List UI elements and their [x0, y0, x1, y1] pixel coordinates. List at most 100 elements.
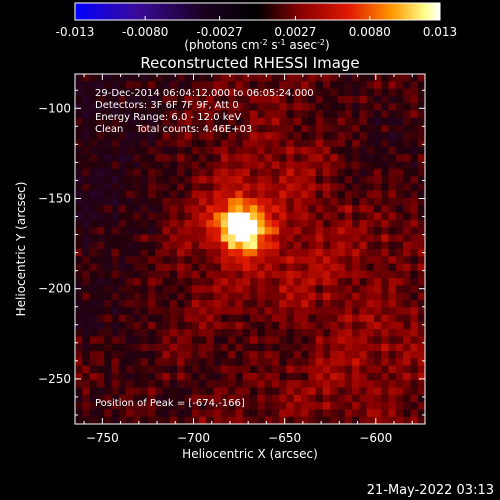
heatmap-cell	[228, 197, 237, 206]
heatmap-cell	[133, 176, 142, 184]
heatmap-cell	[286, 117, 295, 126]
heatmap-cell	[191, 358, 200, 367]
heatmap-cell	[118, 110, 127, 119]
heatmap-cell	[352, 190, 360, 199]
colorbar: -0.013 -0.0080 -0.0027 0.0027 0.0080 0.013 (p…	[56, 2, 457, 52]
heatmap-cell	[198, 117, 207, 126]
heatmap-cell	[250, 132, 258, 141]
heatmap-cell	[242, 380, 251, 389]
heatmap-cell	[417, 249, 425, 257]
heatmap-cell	[126, 365, 134, 374]
heatmap-cell	[228, 329, 237, 338]
heatmap-cell	[89, 95, 98, 104]
heatmap-cell	[242, 307, 251, 316]
heatmap-cell	[410, 74, 419, 82]
heatmap-cell	[177, 154, 185, 163]
heatmap-cell	[388, 161, 397, 170]
heatmap-cell	[242, 329, 251, 338]
heatmap-cell	[104, 219, 113, 228]
heatmap-cell	[75, 372, 83, 381]
heatmap-cell	[279, 256, 288, 265]
heatmap-cell	[388, 387, 397, 396]
heatmap-cell	[388, 95, 397, 104]
heatmap-cell	[417, 336, 425, 345]
heatmap-cell	[330, 212, 339, 221]
heatmap-cell	[198, 146, 207, 155]
heatmap-cell	[279, 81, 288, 90]
heatmap-cell	[184, 146, 193, 155]
heatmap-cell	[89, 212, 98, 221]
heatmap-cell	[373, 88, 382, 97]
heatmap-cell	[381, 81, 390, 90]
heatmap-cell	[184, 190, 193, 199]
heatmap-cell	[344, 88, 353, 97]
heatmap-cell	[89, 146, 98, 155]
heatmap-cell	[198, 285, 207, 294]
heatmap-cell	[220, 321, 229, 330]
heatmap-cell	[82, 125, 91, 133]
heatmap-cell	[308, 190, 317, 199]
heatmap-cell	[111, 300, 120, 308]
heatmap-cell	[220, 146, 229, 155]
heatmap-cell	[126, 183, 134, 192]
heatmap-cell	[213, 132, 222, 141]
heatmap-cell	[381, 307, 390, 316]
heatmap-cell	[235, 365, 244, 374]
heatmap-cell	[220, 74, 229, 82]
heatmap-cell	[184, 402, 193, 411]
heatmap-cell	[82, 168, 91, 177]
heatmap-cell	[381, 88, 390, 97]
heatmap-cell	[155, 95, 164, 104]
heatmap-cell	[322, 285, 331, 294]
heatmap-cell	[279, 154, 288, 163]
heatmap-cell	[344, 168, 353, 177]
heatmap-cell	[373, 212, 382, 221]
heatmap-cell	[359, 336, 368, 345]
heatmap-cell	[242, 95, 251, 104]
heatmap-cell	[403, 190, 412, 199]
heatmap-cell	[322, 336, 331, 345]
heatmap-cell	[279, 402, 288, 411]
heatmap-cell	[403, 285, 412, 294]
heatmap-cell	[381, 285, 390, 294]
heatmap-cell	[213, 212, 222, 221]
heatmap-cell	[147, 146, 156, 155]
heatmap-cell	[96, 394, 105, 403]
heatmap-cell	[264, 146, 273, 155]
heatmap-cell	[191, 300, 200, 308]
heatmap-cell	[264, 74, 273, 82]
annotation-algorithm-counts: Clean Total counts: 4.46E+03	[95, 124, 252, 135]
heatmap-cell	[220, 117, 229, 126]
heatmap-cell	[118, 168, 127, 177]
heatmap-cell	[264, 139, 273, 148]
heatmap-cell	[82, 110, 91, 119]
heatmap-cell	[373, 205, 382, 214]
heatmap-cell	[96, 292, 105, 301]
heatmap-cell	[293, 409, 302, 418]
heatmap-cell	[75, 307, 83, 316]
heatmap-cell	[184, 168, 193, 177]
heatmap-cell	[337, 227, 346, 236]
heatmap-cell	[315, 249, 324, 257]
heatmap-cell	[133, 249, 142, 257]
heatmap-cell	[417, 183, 425, 192]
heatmap-cell	[359, 278, 368, 287]
heatmap-cell	[257, 103, 266, 112]
heatmap-cell	[228, 132, 237, 141]
heatmap-cell	[271, 270, 280, 279]
heatmap-cell	[286, 343, 295, 352]
heatmap-cell	[344, 270, 353, 279]
heatmap-cell	[322, 409, 331, 418]
heatmap-cell	[140, 117, 149, 126]
heatmap-cell	[352, 307, 360, 316]
heatmap-cell	[352, 176, 360, 184]
heatmap-cell	[352, 146, 360, 155]
heatmap-cell	[395, 241, 404, 250]
heatmap-cell	[169, 409, 178, 418]
heatmap-cell	[352, 358, 360, 367]
heatmap-cell	[126, 249, 134, 257]
heatmap-cell	[126, 285, 134, 294]
heatmap-cell	[235, 270, 244, 279]
heatmap-cell	[155, 183, 164, 192]
heatmap-cell	[286, 351, 295, 359]
